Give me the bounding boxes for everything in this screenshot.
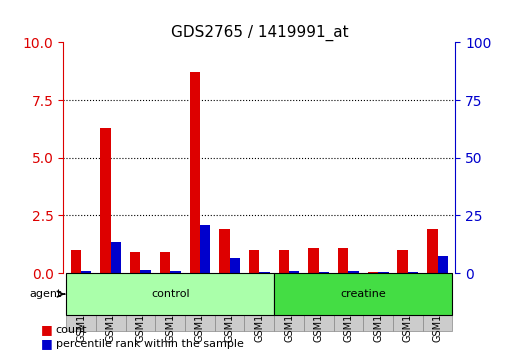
Text: ■: ■ (40, 337, 52, 350)
FancyBboxPatch shape (244, 273, 274, 331)
Bar (426, 229, 437, 273)
Text: ■: ■ (40, 323, 52, 336)
FancyBboxPatch shape (422, 273, 451, 331)
Bar (199, 225, 210, 273)
Bar (140, 270, 150, 273)
FancyBboxPatch shape (155, 273, 185, 331)
FancyBboxPatch shape (66, 273, 96, 331)
FancyBboxPatch shape (214, 273, 244, 331)
FancyBboxPatch shape (392, 273, 422, 331)
Bar (71, 250, 81, 273)
Bar (81, 271, 91, 273)
FancyBboxPatch shape (274, 273, 451, 315)
Bar (189, 73, 199, 273)
Bar (170, 271, 180, 273)
Bar (248, 250, 259, 273)
Text: agent: agent (29, 289, 62, 299)
Bar (407, 272, 418, 273)
FancyBboxPatch shape (125, 273, 155, 331)
Text: percentile rank within the sample: percentile rank within the sample (56, 339, 243, 349)
Bar (229, 258, 239, 273)
FancyBboxPatch shape (66, 273, 274, 315)
Bar (111, 242, 121, 273)
Text: control: control (150, 289, 189, 299)
Bar (308, 248, 318, 273)
Bar (318, 272, 328, 273)
Bar (130, 252, 140, 273)
FancyBboxPatch shape (333, 273, 363, 331)
Bar (367, 272, 377, 273)
Bar (259, 272, 269, 273)
Bar (397, 250, 407, 273)
Bar (288, 271, 299, 273)
Bar (100, 128, 111, 273)
Text: creatine: creatine (340, 289, 385, 299)
Bar (337, 248, 348, 273)
FancyBboxPatch shape (304, 273, 333, 331)
Bar (278, 250, 288, 273)
Bar (219, 229, 229, 273)
Text: count: count (56, 325, 87, 335)
FancyBboxPatch shape (96, 273, 125, 331)
Bar (160, 252, 170, 273)
Title: GDS2765 / 1419991_at: GDS2765 / 1419991_at (170, 25, 347, 41)
Bar (348, 271, 358, 273)
FancyBboxPatch shape (185, 273, 214, 331)
Bar (377, 272, 388, 273)
FancyBboxPatch shape (363, 273, 392, 331)
FancyBboxPatch shape (274, 273, 304, 331)
Bar (437, 256, 447, 273)
